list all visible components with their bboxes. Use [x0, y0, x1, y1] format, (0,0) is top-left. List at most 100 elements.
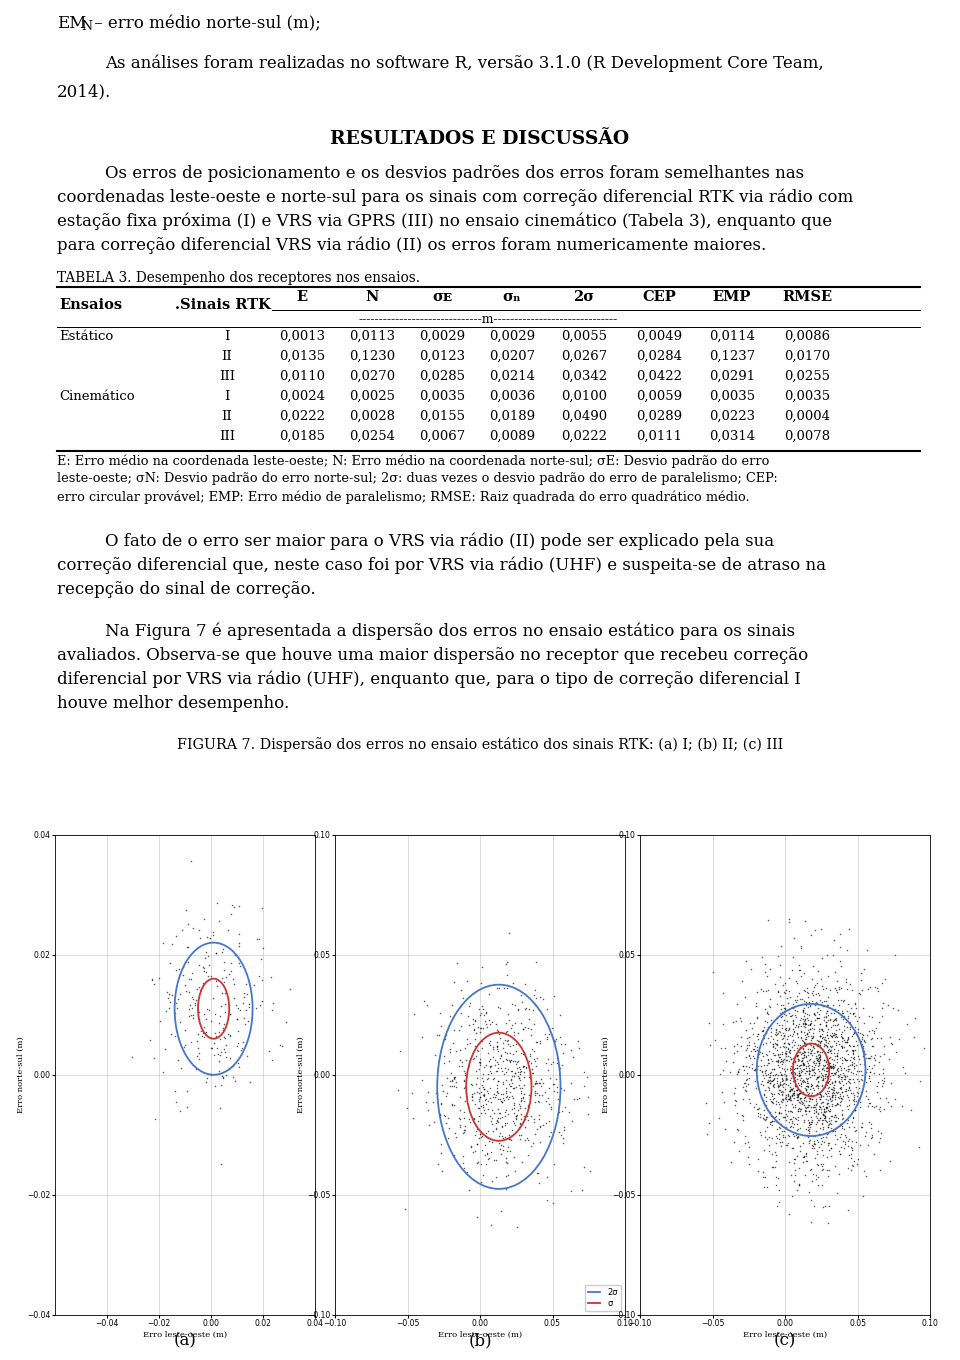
Point: [391, 1078, 406, 1100]
Point: [533, 1115, 548, 1137]
Point: [524, 1039, 540, 1061]
Point: [734, 1088, 750, 1110]
Point: [854, 1036, 870, 1058]
Point: [780, 987, 795, 1009]
Point: [804, 1027, 820, 1049]
Point: [546, 1030, 562, 1051]
Point: [448, 1070, 464, 1092]
Point: [815, 1118, 830, 1140]
Point: [481, 1009, 496, 1031]
Point: [842, 1012, 857, 1034]
Point: [829, 1092, 845, 1114]
Point: [472, 1004, 488, 1025]
Point: [769, 1068, 784, 1089]
Point: [770, 1091, 785, 1112]
Point: [849, 1054, 864, 1076]
Point: [822, 1114, 837, 1136]
Point: [828, 1133, 843, 1155]
Point: [858, 1031, 874, 1053]
Point: [419, 1091, 434, 1112]
Point: [862, 1061, 877, 1083]
Point: [801, 1038, 816, 1059]
Point: [762, 987, 778, 1009]
Point: [847, 1088, 862, 1110]
Point: [867, 976, 882, 998]
Point: [479, 1093, 494, 1115]
Point: [229, 1032, 245, 1054]
Point: [825, 1053, 840, 1074]
Point: [583, 1160, 598, 1182]
Point: [810, 1034, 826, 1055]
Point: [762, 1065, 778, 1087]
Point: [474, 956, 490, 978]
Point: [761, 996, 777, 1017]
Point: [495, 1073, 511, 1095]
Point: [802, 1180, 817, 1202]
Point: [575, 1179, 590, 1201]
Point: [457, 1065, 472, 1087]
Point: [853, 1069, 869, 1091]
Point: [858, 1121, 874, 1142]
Point: [802, 1087, 817, 1108]
Point: [197, 960, 212, 982]
Point: [803, 1088, 818, 1110]
Point: [197, 1016, 212, 1038]
Point: [468, 1059, 484, 1081]
Point: [786, 1152, 802, 1174]
Point: [817, 1100, 832, 1122]
Point: [832, 1084, 848, 1106]
Point: [725, 1051, 740, 1073]
Point: [818, 1110, 833, 1132]
Point: [830, 1039, 846, 1061]
Point: [845, 1039, 860, 1061]
Point: [814, 1098, 829, 1119]
Point: [811, 1051, 827, 1073]
Point: [431, 1153, 446, 1175]
Point: [775, 1076, 790, 1098]
Point: [775, 1068, 790, 1089]
Point: [828, 1062, 843, 1084]
Point: [776, 1073, 791, 1095]
Point: [784, 1078, 800, 1100]
Point: [817, 1065, 832, 1087]
Point: [124, 1046, 139, 1068]
Point: [467, 1019, 482, 1040]
Point: [802, 1100, 817, 1122]
Point: [490, 1099, 505, 1121]
Text: II: II: [222, 350, 232, 363]
Point: [474, 1140, 490, 1161]
Point: [815, 978, 830, 1000]
Text: RMSE: RMSE: [782, 290, 832, 305]
Point: [490, 1035, 505, 1057]
Point: [712, 1064, 728, 1085]
Point: [796, 1030, 811, 1051]
Point: [830, 1059, 846, 1081]
Point: [494, 1117, 510, 1138]
Point: [849, 1064, 864, 1085]
Point: [185, 917, 201, 938]
Point: [473, 1171, 489, 1193]
Point: [774, 1119, 789, 1141]
Point: [222, 1024, 237, 1046]
Point: [812, 1088, 828, 1110]
Point: [811, 1031, 827, 1053]
Point: [457, 1077, 472, 1099]
Point: [768, 1024, 783, 1046]
Point: [795, 1047, 810, 1069]
Point: [787, 1095, 803, 1117]
Point: [484, 1112, 499, 1134]
Point: [806, 1078, 822, 1100]
Point: [784, 959, 800, 981]
Point: [495, 1032, 511, 1054]
Point: [764, 1111, 780, 1133]
Point: [778, 1050, 793, 1072]
Point: [780, 1038, 796, 1059]
Point: [540, 1028, 555, 1050]
Point: [731, 1140, 746, 1161]
Point: [814, 1085, 829, 1107]
Point: [242, 1072, 257, 1093]
Point: [809, 1006, 825, 1028]
Point: [440, 1081, 455, 1103]
Point: [802, 1132, 817, 1153]
Point: [875, 1062, 890, 1084]
